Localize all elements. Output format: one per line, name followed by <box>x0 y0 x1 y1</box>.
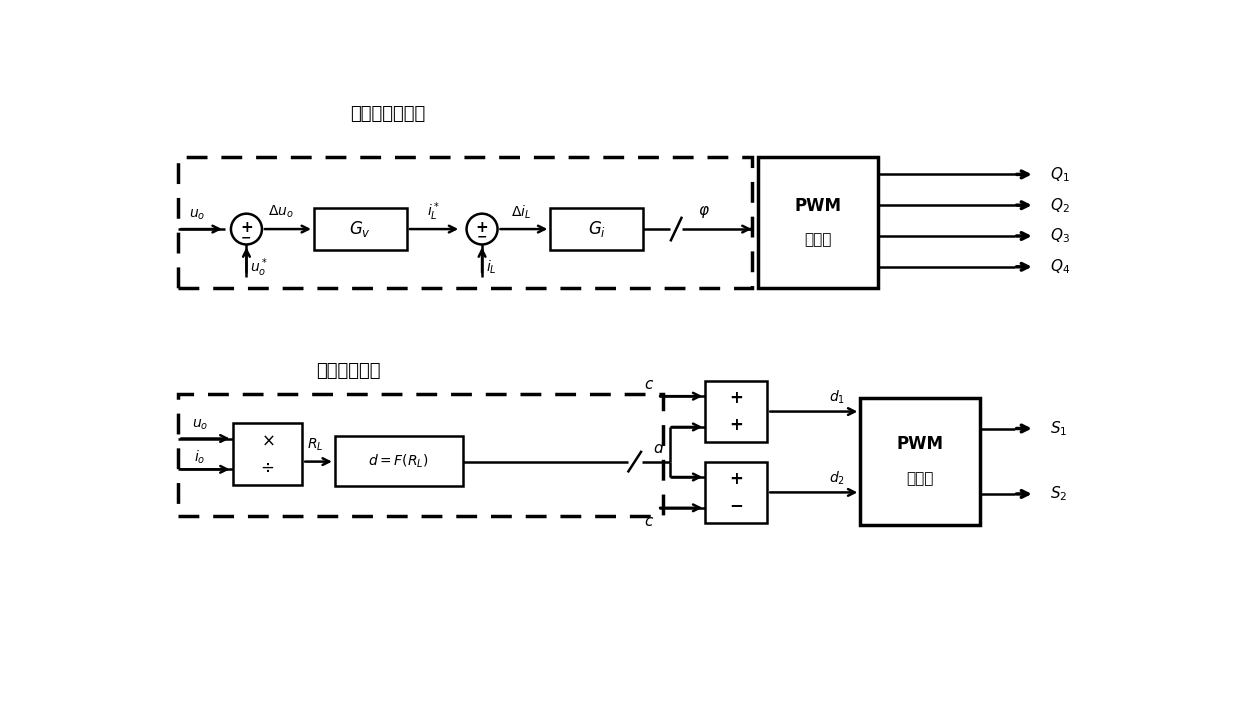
Text: $i_o$: $i_o$ <box>195 449 206 467</box>
Text: −: − <box>242 232 252 245</box>
Text: $u_o$: $u_o$ <box>192 418 208 432</box>
Text: $d_1$: $d_1$ <box>830 389 844 406</box>
Text: $G_i$: $G_i$ <box>588 218 606 239</box>
Text: $Q_3$: $Q_3$ <box>1050 227 1070 245</box>
Bar <box>706 381 768 442</box>
Bar <box>706 462 768 523</box>
Text: $\div$: $\div$ <box>260 458 274 476</box>
Text: $S_2$: $S_2$ <box>1050 484 1068 503</box>
Text: PWM: PWM <box>795 197 842 215</box>
Bar <box>551 208 644 250</box>
Text: $\times$: $\times$ <box>260 432 274 450</box>
Bar <box>335 436 463 486</box>
Text: $Q_4$: $Q_4$ <box>1050 257 1070 276</box>
Text: PWM: PWM <box>897 435 944 453</box>
Text: +: + <box>729 389 743 408</box>
Text: $d=F(R_L)$: $d=F(R_L)$ <box>368 452 429 470</box>
Text: $Q_1$: $Q_1$ <box>1050 165 1070 184</box>
Text: 调制器: 调制器 <box>906 471 934 486</box>
Text: 调制器: 调制器 <box>805 233 832 247</box>
Circle shape <box>466 213 497 245</box>
Bar <box>861 398 981 525</box>
Text: $i_L$: $i_L$ <box>486 259 497 277</box>
Text: $c$: $c$ <box>645 377 655 392</box>
Text: 占空比发生器: 占空比发生器 <box>316 362 381 380</box>
Bar <box>179 157 751 289</box>
Text: $d_2$: $d_2$ <box>830 470 844 487</box>
Text: $R_L$: $R_L$ <box>308 437 324 453</box>
Text: $u_o^*$: $u_o^*$ <box>250 256 268 279</box>
Bar <box>758 157 878 289</box>
Text: 输出电压控制器: 输出电压控制器 <box>350 104 425 123</box>
Text: $\Delta i_L$: $\Delta i_L$ <box>511 203 531 220</box>
Text: $\Delta u_o$: $\Delta u_o$ <box>268 204 294 220</box>
Text: −: − <box>729 496 743 515</box>
Text: $c$: $c$ <box>645 514 655 529</box>
Text: +: + <box>476 220 489 235</box>
Text: $i_L^*$: $i_L^*$ <box>428 201 440 223</box>
Text: $Q_2$: $Q_2$ <box>1050 196 1070 215</box>
Text: $\varphi$: $\varphi$ <box>698 204 709 220</box>
Text: $S_1$: $S_1$ <box>1050 419 1068 438</box>
Bar <box>233 423 303 485</box>
Text: +: + <box>241 220 253 235</box>
Bar <box>314 208 407 250</box>
Text: $d$: $d$ <box>653 440 665 456</box>
Text: +: + <box>729 415 743 434</box>
Text: $u_o$: $u_o$ <box>190 208 206 223</box>
Text: −: − <box>477 230 487 243</box>
Text: $G_v$: $G_v$ <box>350 218 371 239</box>
Text: +: + <box>729 470 743 489</box>
Bar <box>179 394 662 515</box>
Circle shape <box>231 213 262 245</box>
